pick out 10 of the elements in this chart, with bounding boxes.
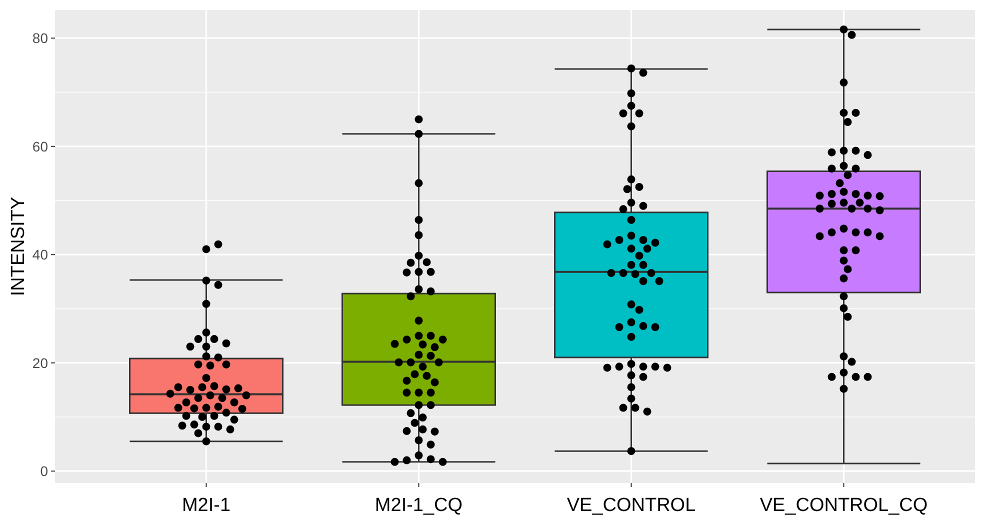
y-tick-label: 40: [32, 246, 48, 263]
y-tick-label: 0: [40, 462, 48, 479]
x-tick-label: VE_CONTROL_CQ: [760, 495, 928, 516]
x-tick-label: VE_CONTROL: [566, 495, 696, 516]
y-tick-label: 20: [32, 354, 48, 371]
y-axis-title: INTENSITY: [8, 196, 29, 296]
x-tick-label: M2I-1: [182, 495, 231, 516]
x-tick-label: M2I-1_CQ: [374, 495, 463, 516]
y-tick-label: 60: [32, 138, 48, 154]
y-tick-label: 80: [32, 30, 48, 46]
